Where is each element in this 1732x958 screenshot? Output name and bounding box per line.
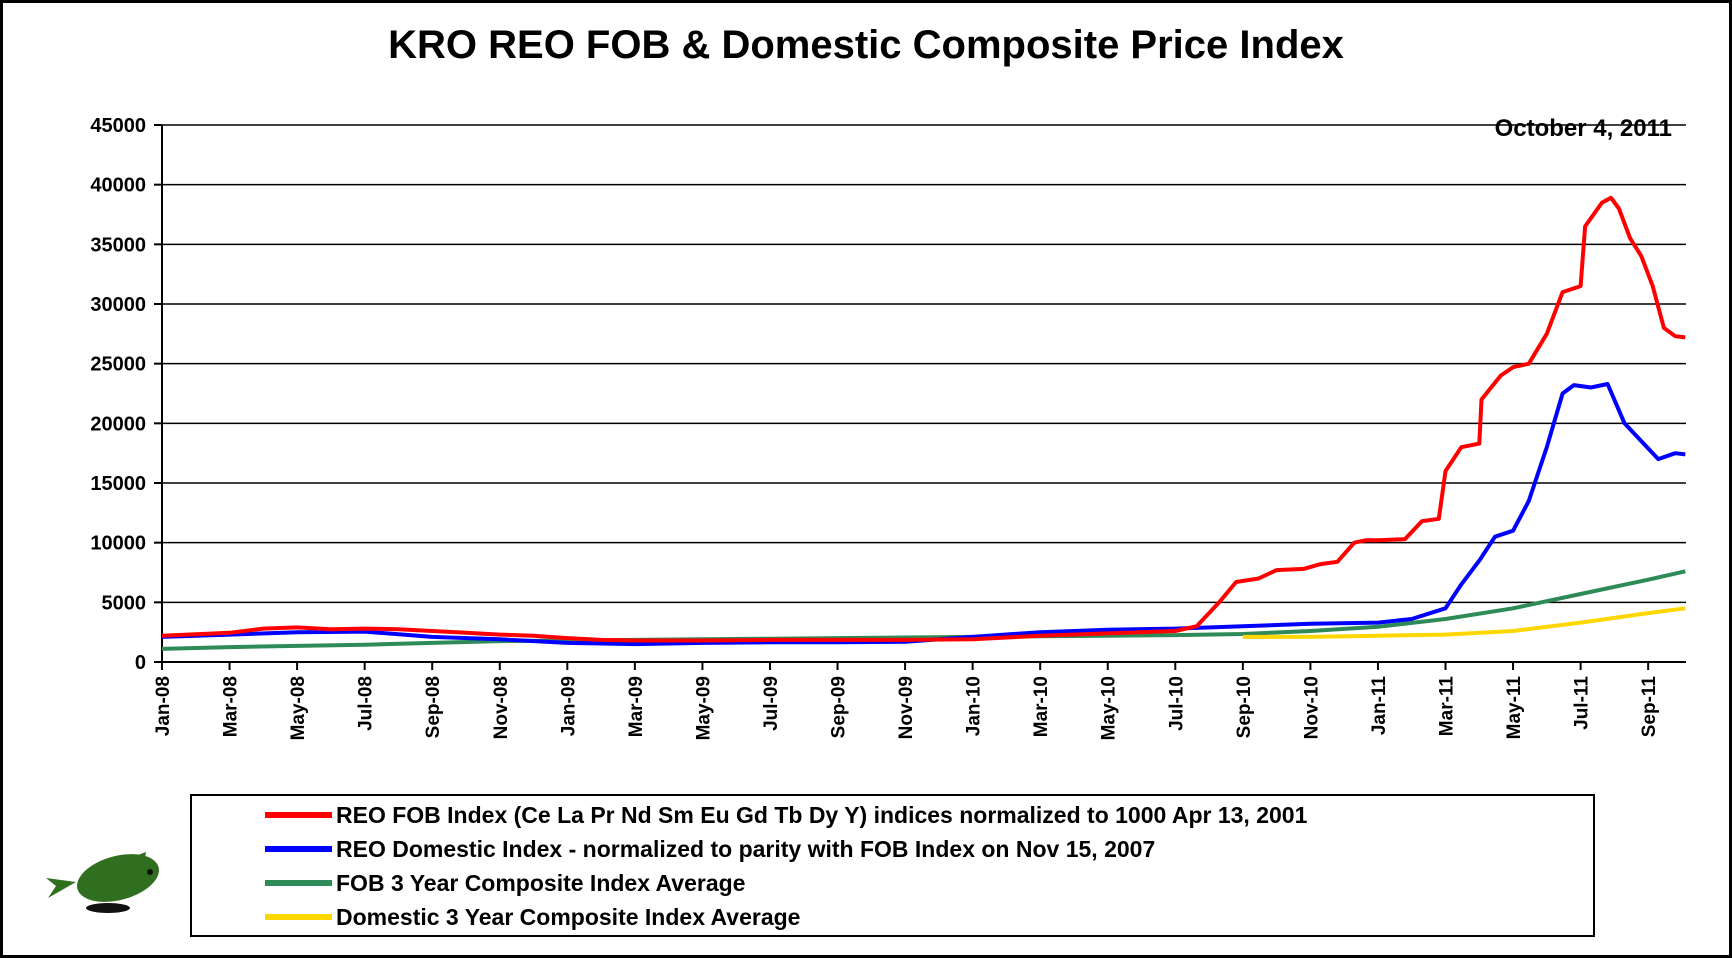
- x-tick-label: Sep-10: [1234, 676, 1255, 738]
- y-tick-label: 15000: [90, 473, 146, 495]
- y-tick-label: 30000: [90, 294, 146, 316]
- legend-label: REO Domestic Index - normalized to parit…: [336, 836, 1155, 862]
- y-tick-label: 5000: [102, 592, 147, 614]
- legend-items: REO FOB Index (Ce La Pr Nd Sm Eu Gd Tb D…: [265, 802, 1308, 930]
- legend-label: REO FOB Index (Ce La Pr Nd Sm Eu Gd Tb D…: [336, 802, 1308, 828]
- x-tick-label: Nov-08: [491, 676, 512, 739]
- legend-label: Domestic 3 Year Composite Index Average: [336, 904, 800, 930]
- series-line-1: [161, 382, 1686, 647]
- fish-logo: [46, 852, 159, 913]
- x-tick-label: Jan-08: [153, 676, 174, 736]
- series-line-0: [161, 195, 1686, 643]
- x-tick-label: Mar-10: [1031, 676, 1052, 737]
- x-tick-label: Nov-09: [896, 676, 917, 739]
- series-line-2: [161, 569, 1686, 651]
- chart-date-annotation: October 4, 2011: [1495, 115, 1672, 142]
- y-tick-label: 45000: [90, 115, 146, 137]
- y-tick-label: 10000: [90, 533, 146, 555]
- x-tick-label: May-10: [1099, 676, 1120, 740]
- series-lines: [161, 195, 1686, 651]
- x-tick-label: Jul-09: [761, 676, 782, 731]
- x-tick-label: May-08: [288, 676, 309, 740]
- x-tick-label: Sep-08: [423, 676, 444, 738]
- x-tick-label: Sep-11: [1639, 676, 1660, 738]
- legend-label: FOB 3 Year Composite Index Average: [336, 870, 745, 896]
- y-tick-label: 35000: [90, 234, 146, 256]
- x-tick-label: Mar-08: [221, 676, 242, 737]
- y-tick-label: 40000: [90, 175, 146, 197]
- y-tick-label: 20000: [90, 413, 146, 435]
- legend-box: [190, 794, 1595, 937]
- series-line-3: [1242, 606, 1686, 639]
- chart-title: KRO REO FOB & Domestic Composite Price I…: [388, 23, 1344, 67]
- gridlines: [162, 124, 1686, 604]
- x-tick-label: Jul-08: [356, 676, 377, 731]
- x-tick-label: Nov-10: [1301, 676, 1322, 739]
- x-tick-label: Jan-09: [558, 676, 579, 736]
- x-tick-label: Jan-10: [964, 676, 985, 736]
- x-tick-label: Sep-09: [829, 676, 850, 738]
- x-tick-label: Jul-11: [1572, 676, 1593, 730]
- x-tick-label: May-11: [1504, 676, 1525, 740]
- x-tick-label: May-09: [693, 676, 714, 740]
- legend: REO FOB Index (Ce La Pr Nd Sm Eu Gd Tb D…: [190, 794, 1595, 937]
- x-tick-label: Mar-09: [626, 676, 647, 737]
- x-tick-label: Mar-11: [1437, 676, 1458, 737]
- x-axis: Jan-08 Mar-08 May-08 Jul-08 Sep-08 Nov-08 Jan-…: [153, 661, 1686, 740]
- x-tick-label: Jul-10: [1166, 676, 1187, 731]
- y-tick-label: 25000: [90, 354, 146, 376]
- x-tick-label: Jan-11: [1369, 676, 1390, 736]
- y-tick-label: 0: [135, 652, 146, 674]
- y-axis: 0 5000 10000 15000 20000 25000 30000 35000 40000…: [90, 115, 163, 674]
